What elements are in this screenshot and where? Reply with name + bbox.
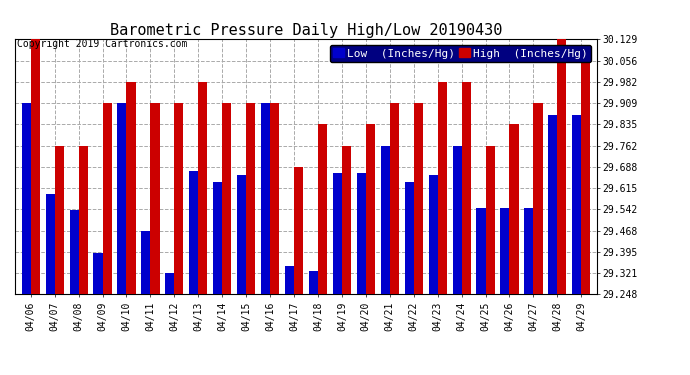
Bar xyxy=(31,39,40,294)
Bar xyxy=(462,82,471,294)
Bar xyxy=(404,182,414,294)
Bar xyxy=(486,146,495,294)
Bar xyxy=(390,103,399,294)
Text: Copyright 2019 Cartronics.com: Copyright 2019 Cartronics.com xyxy=(17,39,188,50)
Bar xyxy=(342,146,351,294)
Bar xyxy=(246,103,255,294)
Title: Barometric Pressure Daily High/Low 20190430: Barometric Pressure Daily High/Low 20190… xyxy=(110,23,502,38)
Bar xyxy=(55,146,63,294)
Bar xyxy=(333,173,342,294)
Bar xyxy=(414,103,423,294)
Bar xyxy=(381,146,390,294)
Bar xyxy=(175,103,184,294)
Bar xyxy=(549,115,558,294)
Bar xyxy=(509,124,519,294)
Bar xyxy=(437,82,446,294)
Bar xyxy=(357,173,366,294)
Bar xyxy=(318,124,327,294)
Bar xyxy=(189,171,198,294)
Bar xyxy=(558,39,566,294)
Bar xyxy=(222,103,231,294)
Bar xyxy=(237,175,246,294)
Bar xyxy=(150,103,159,294)
Bar xyxy=(117,104,126,294)
Bar xyxy=(428,175,437,294)
Bar xyxy=(285,266,294,294)
Bar xyxy=(46,194,55,294)
Legend: Low  (Inches/Hg), High  (Inches/Hg): Low (Inches/Hg), High (Inches/Hg) xyxy=(330,45,591,62)
Bar xyxy=(524,207,533,294)
Bar xyxy=(198,82,208,294)
Bar xyxy=(572,115,581,294)
Bar xyxy=(141,231,150,294)
Bar xyxy=(261,103,270,294)
Bar xyxy=(309,271,318,294)
Bar xyxy=(103,103,112,294)
Bar xyxy=(581,60,591,294)
Bar xyxy=(477,207,486,294)
Bar xyxy=(79,146,88,294)
Bar xyxy=(213,182,222,294)
Bar xyxy=(166,273,175,294)
Bar xyxy=(21,104,31,294)
Bar xyxy=(93,253,103,294)
Bar xyxy=(126,82,135,294)
Bar xyxy=(270,103,279,294)
Bar xyxy=(453,146,462,294)
Bar xyxy=(294,167,303,294)
Bar xyxy=(533,103,542,294)
Bar xyxy=(366,124,375,294)
Bar xyxy=(70,210,79,294)
Bar xyxy=(500,207,509,294)
